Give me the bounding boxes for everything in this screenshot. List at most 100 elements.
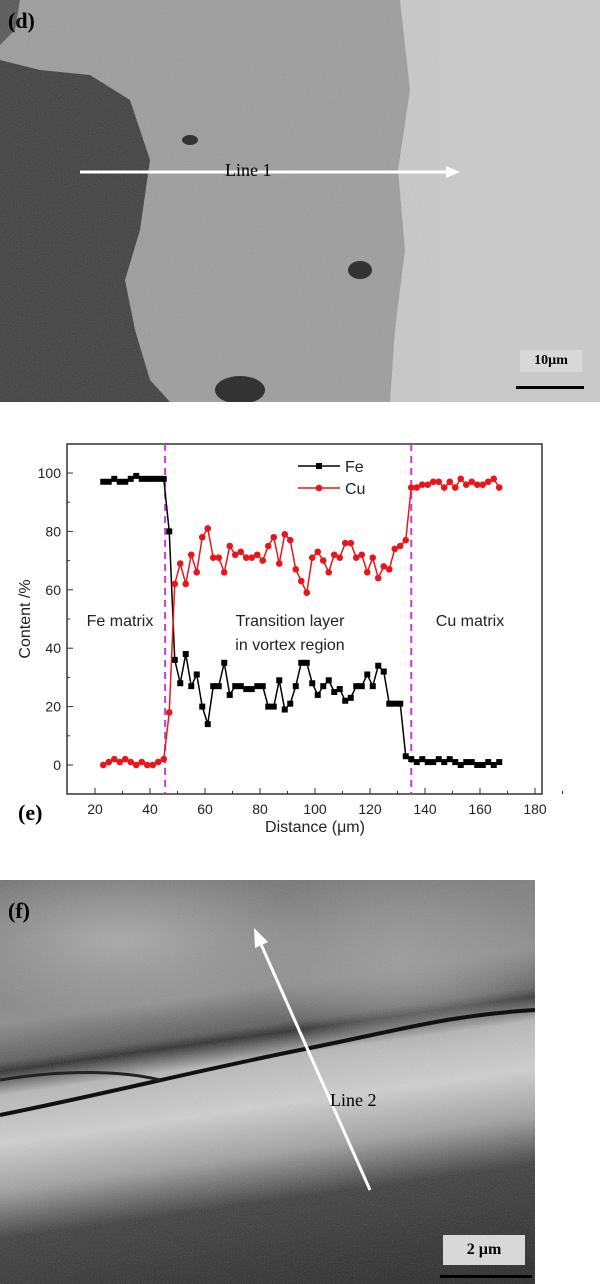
x-tick-label: 140 — [413, 801, 437, 817]
data-point-fe — [155, 475, 162, 482]
data-point-cu — [116, 758, 124, 766]
legend-label-cu: Cu — [345, 481, 365, 498]
data-point-fe — [413, 759, 420, 766]
y-tick-label: 40 — [45, 640, 61, 656]
data-point-fe — [199, 703, 206, 710]
data-point-fe — [435, 756, 442, 763]
data-point-cu — [176, 560, 184, 567]
data-point-cu — [429, 478, 437, 486]
data-point-fe — [287, 700, 294, 707]
data-point-cu — [127, 758, 135, 766]
plot-frame — [66, 443, 543, 795]
sem-texture-f — [0, 880, 535, 1284]
sem-image-d — [0, 0, 600, 402]
y-tick-label: 100 — [38, 465, 62, 481]
data-point-cu — [165, 709, 173, 716]
data-point-fe — [138, 475, 145, 482]
data-point-fe — [298, 659, 305, 666]
data-point-fe — [424, 759, 431, 766]
annotation-fe-matrix: Fe matrix — [87, 613, 154, 630]
data-point-cu — [468, 478, 476, 486]
data-point-cu — [402, 536, 410, 544]
arrow-head-icon — [446, 166, 460, 178]
scale-bar-f — [440, 1275, 532, 1278]
x-tick-label: 180 — [523, 801, 547, 817]
panel-label-e: (e) — [18, 800, 43, 825]
data-point-fe — [144, 475, 151, 482]
data-point-cu — [143, 761, 151, 769]
data-point-cu — [231, 551, 239, 559]
data-point-fe — [457, 762, 464, 768]
data-point-cu — [270, 533, 278, 541]
data-point-cu — [182, 580, 190, 588]
data-point-fe — [270, 703, 277, 710]
data-point-fe — [353, 683, 360, 690]
data-point-fe — [342, 697, 349, 704]
data-point-fe — [182, 651, 189, 658]
data-point-cu — [171, 580, 179, 588]
x-tick-label: 20 — [87, 801, 103, 817]
x-tick-label: 160 — [468, 801, 492, 817]
data-point-fe — [166, 528, 173, 535]
data-point-cu — [473, 481, 481, 488]
data-point-cu — [204, 525, 212, 532]
data-point-cu — [407, 484, 415, 491]
data-point-fe — [204, 721, 211, 728]
data-point-fe — [276, 677, 283, 684]
data-point-cu — [314, 548, 322, 556]
data-point-fe — [336, 686, 343, 693]
data-point-fe — [386, 700, 393, 707]
data-point-fe — [292, 683, 299, 690]
data-point-fe — [441, 759, 448, 766]
data-point-fe — [111, 475, 118, 482]
data-point-cu — [462, 481, 470, 488]
data-point-fe — [347, 694, 354, 701]
data-point-cu — [259, 557, 267, 564]
data-point-fe — [226, 691, 233, 698]
y-tick-label: 60 — [45, 582, 61, 598]
data-point-fe — [452, 759, 459, 766]
data-point-fe — [331, 689, 338, 695]
x-tick-label: 40 — [142, 801, 158, 817]
data-point-fe — [320, 683, 327, 690]
data-point-fe — [243, 686, 250, 693]
x-tick-label: 60 — [197, 801, 213, 817]
data-point-cu — [132, 761, 140, 769]
data-point-fe — [160, 475, 167, 482]
data-point-cu — [413, 484, 421, 491]
scale-bar-d — [516, 386, 584, 389]
data-point-fe — [364, 671, 371, 678]
data-point-fe — [210, 683, 217, 690]
data-point-cu — [396, 542, 404, 550]
data-point-fe — [303, 659, 310, 666]
data-point-cu — [281, 531, 289, 538]
data-point-cu — [325, 568, 333, 576]
panel-label-f: (f) — [8, 898, 30, 923]
data-point-cu — [160, 755, 168, 763]
data-point-cu — [99, 761, 107, 769]
data-point-fe — [408, 756, 415, 763]
data-point-fe — [419, 756, 426, 763]
x-tick-label: 100 — [303, 801, 327, 817]
data-point-cu — [341, 539, 349, 547]
y-tick-label: 80 — [45, 523, 61, 539]
data-point-fe — [430, 759, 437, 766]
sem-image-f — [0, 880, 535, 1284]
data-point-cu — [110, 755, 118, 763]
data-point-fe — [215, 683, 222, 690]
sem-texture-d — [0, 0, 600, 402]
data-point-cu — [275, 560, 283, 567]
annotation-vortex-region: in vortex region — [235, 637, 344, 654]
data-point-cu — [149, 761, 157, 769]
data-point-cu — [336, 554, 344, 561]
data-point-cu — [352, 554, 360, 561]
data-point-cu — [215, 554, 223, 561]
data-point-cu — [286, 536, 294, 544]
y-tick-label: 0 — [53, 757, 61, 773]
data-point-fe — [369, 683, 376, 690]
data-point-cu — [363, 568, 371, 576]
line-2-arrow — [258, 941, 372, 1191]
data-point-cu — [209, 554, 217, 561]
data-point-cu — [374, 574, 382, 582]
data-point-cu — [385, 566, 393, 573]
